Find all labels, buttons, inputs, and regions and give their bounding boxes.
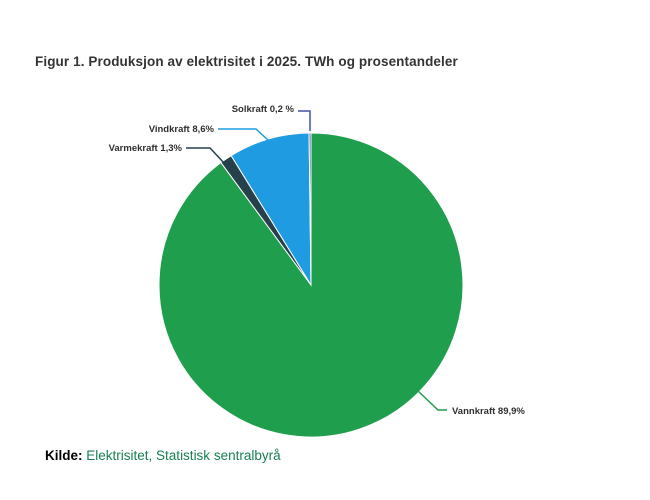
source-prefix-label: Kilde: — [45, 448, 83, 463]
pie-slice-solkraft[interactable] — [308, 132, 312, 286]
slice-label-solkraft: Solkraft 0,2 % — [232, 104, 295, 115]
leader-line-varmekraft — [186, 147, 226, 165]
chart-title: Figur 1. Produksjon av elektrisitet i 20… — [35, 54, 458, 69]
pie-slices — [158, 132, 464, 438]
slice-label-varmekraft: Varmekraft 1,3% — [109, 143, 183, 154]
slice-label-vannkraft: Vannkraft 89,9% — [452, 406, 525, 417]
slice-label-vindkraft: Vindkraft 8,6% — [149, 124, 215, 135]
leader-line-solkraft — [298, 110, 311, 131]
leader-line-vannkraft — [417, 390, 447, 411]
leader-line-vindkraft — [218, 128, 270, 142]
source-link[interactable]: Elektrisitet, Statistisk sentralbyrå — [86, 448, 281, 463]
source-line: Kilde: Elektrisitet, Statistisk sentralb… — [45, 448, 281, 463]
